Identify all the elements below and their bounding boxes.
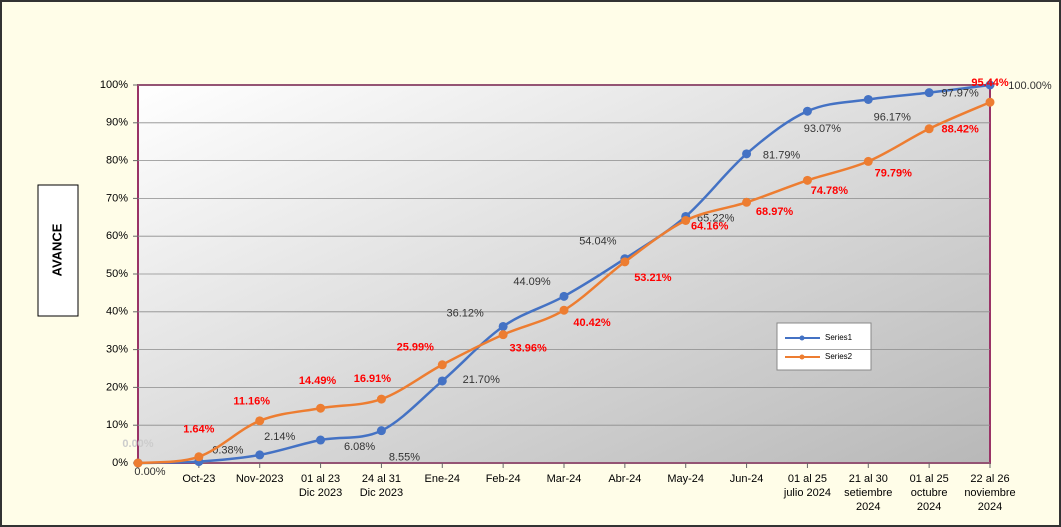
data-point: [376, 426, 386, 436]
data-label: 97.97%: [941, 88, 979, 100]
data-label: 0.38%: [212, 444, 243, 456]
data-point: [742, 149, 752, 159]
data-point: [559, 291, 569, 301]
y-tick-label: 80%: [106, 155, 128, 167]
x-tick-label: May-24: [667, 473, 705, 485]
data-label: 8.55%: [389, 452, 420, 464]
data-point: [559, 305, 569, 315]
legend-label: Series2: [825, 352, 853, 361]
data-label: 53.21%: [634, 272, 672, 284]
data-point: [985, 97, 995, 107]
data-label: 0.00%: [134, 466, 165, 478]
x-tick-label: Mar-24: [546, 473, 582, 485]
x-tick-label: 24 al 31 Dic 2023: [359, 473, 404, 499]
y-tick-label: 10%: [106, 419, 128, 431]
data-label: 44.09%: [513, 276, 551, 288]
y-title-box: [37, 184, 79, 317]
data-point: [194, 452, 204, 462]
y-tick-label: 30%: [106, 344, 128, 356]
y-tick-label: 20%: [106, 381, 128, 393]
data-point: [376, 394, 386, 404]
data-label: 95.44%: [971, 77, 1009, 89]
legend-marker: [799, 354, 805, 360]
data-point: [316, 435, 326, 445]
data-label: 96.17%: [874, 111, 912, 123]
data-label: 74.78%: [811, 185, 849, 197]
data-point: [437, 376, 447, 386]
x-tick-label: Jun-24: [729, 473, 764, 485]
y-tick-label: 40%: [106, 306, 128, 318]
x-tick-label: Nov-2023: [235, 473, 284, 485]
x-tick-label: Oct-23: [182, 473, 216, 485]
data-label: 1.64%: [183, 424, 214, 436]
data-label: 81.79%: [763, 150, 801, 162]
data-label: 68.97%: [756, 206, 794, 218]
data-point: [802, 175, 812, 185]
data-point: [681, 215, 691, 225]
y-tick-label: 90%: [106, 117, 128, 129]
x-tick-label: Feb-24: [485, 473, 521, 485]
data-label: 11.16%: [233, 396, 270, 408]
data-label: 21.70%: [463, 374, 501, 386]
y-tick-label: 60%: [106, 230, 128, 242]
data-point: [255, 416, 265, 426]
legend-label: Series1: [825, 333, 853, 342]
legend-marker: [799, 335, 805, 341]
x-tick-label: 01 al 23 Dic 2023: [298, 473, 343, 499]
data-point: [924, 88, 934, 98]
data-point: [498, 321, 508, 331]
data-point: [863, 156, 873, 166]
x-tick-label: 01 al 25 julio 2024: [783, 473, 831, 499]
y-tick-label: 0%: [112, 457, 128, 469]
data-point: [863, 94, 873, 104]
x-tick-label: Ene-24: [424, 473, 461, 485]
data-point: [742, 197, 752, 207]
data-label: 16.91%: [354, 373, 392, 385]
data-label: 100.00%: [1008, 80, 1052, 92]
data-label: 93.07%: [804, 123, 842, 135]
x-tick-label: 01 al 25 octubre 2024: [909, 473, 949, 513]
data-label: 0.00%: [122, 438, 153, 450]
legend-box: [776, 322, 872, 371]
data-point: [802, 106, 812, 116]
data-point: [985, 80, 995, 90]
data-label: 40.42%: [573, 317, 611, 329]
data-point: [316, 403, 326, 413]
data-label: 79.79%: [875, 167, 913, 179]
data-point: [620, 257, 630, 267]
data-point: [924, 124, 934, 134]
data-label: 88.42%: [941, 124, 979, 136]
data-label: 25.99%: [397, 342, 435, 354]
x-tick-label: 21 al 30 setiembre 2024: [844, 473, 893, 513]
data-point: [498, 330, 508, 340]
data-label: 64.16%: [691, 220, 729, 232]
y-tick-label: 100%: [100, 79, 128, 91]
data-point: [437, 360, 447, 370]
x-tick-label: 22 al 26 noviembre 2024: [964, 473, 1016, 513]
data-point: [255, 450, 265, 460]
data-label: 2.14%: [264, 431, 295, 443]
data-point: [133, 458, 143, 468]
data-label: 14.49%: [299, 375, 337, 387]
x-tick-label: Abr-24: [608, 473, 642, 485]
data-label: 54.04%: [579, 236, 617, 248]
data-label: 6.08%: [344, 441, 375, 453]
y-tick-label: 70%: [106, 192, 128, 204]
y-tick-label: 50%: [106, 268, 128, 280]
data-label: 36.12%: [446, 307, 484, 319]
data-label: 33.96%: [509, 343, 547, 355]
y-axis-title: AVANCE: [49, 223, 64, 276]
data-label: 65.22%: [697, 212, 735, 224]
